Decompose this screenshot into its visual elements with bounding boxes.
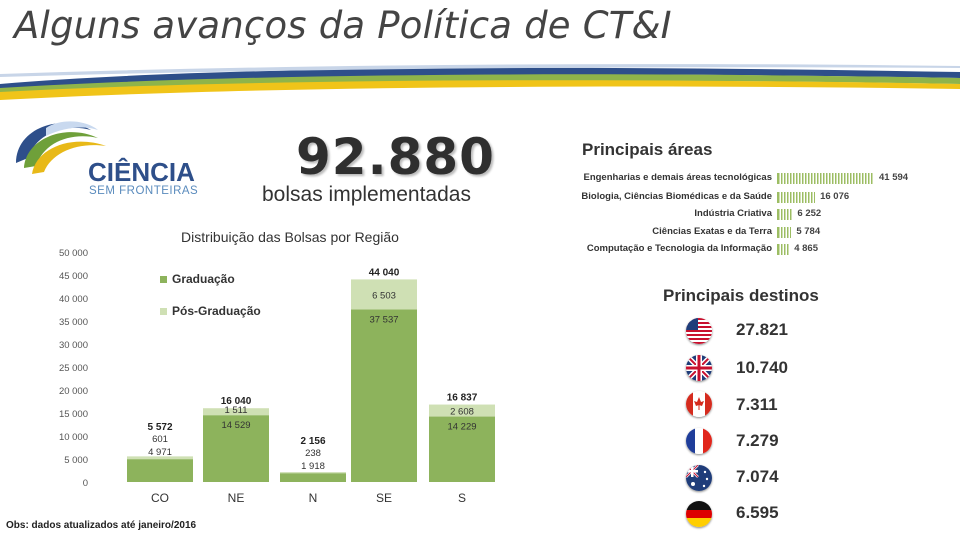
label-total: 16 837	[447, 393, 478, 404]
area-value: 4 865	[794, 243, 818, 254]
chart-title: Distribuição das Bolsas por Região	[181, 229, 399, 245]
destination-value: 27.821	[736, 320, 788, 339]
germany-flag-icon	[686, 501, 712, 527]
destination-value: 7.279	[736, 431, 779, 450]
canada-flag-icon	[686, 391, 712, 417]
france-flag-icon	[686, 428, 712, 454]
area-bar	[777, 192, 816, 203]
y-tick-label: 45 000	[59, 271, 88, 282]
legend-swatch-graduacao	[160, 276, 167, 283]
area-value: 41 594	[879, 172, 909, 183]
label-pos-graduacao: 2 608	[450, 407, 474, 418]
area-value: 5 784	[796, 226, 821, 237]
area-bar	[777, 227, 792, 238]
area-value: 6 252	[797, 208, 822, 219]
logo-subname: SEM FRONTEIRAS	[89, 185, 198, 197]
uk-flag-icon	[686, 355, 712, 381]
area-label: Biologia, Ciências Biomédicas e da Saúde	[581, 191, 772, 202]
y-tick-label: 50 000	[59, 248, 88, 259]
bar-pos-graduacao	[203, 408, 269, 416]
destinations-title: Principais destinos	[663, 286, 819, 305]
label-total: 16 040	[221, 396, 252, 407]
ciencia-sem-fronteiras-logo: CIÊNCIA SEM FRONTEIRAS	[16, 121, 198, 197]
bar-pos-graduacao	[351, 279, 417, 310]
destination-value: 7.074	[736, 467, 779, 486]
y-tick-label: 30 000	[59, 340, 88, 351]
areas-title: Principais áreas	[582, 140, 713, 159]
label-pos-graduacao: 238	[305, 448, 321, 459]
destination-value: 6.595	[736, 503, 779, 522]
y-tick-label: 35 000	[59, 317, 88, 328]
area-bar	[777, 209, 793, 220]
area-label: Engenharias e demais áreas tecnológicas	[583, 172, 772, 183]
category-label: N	[309, 491, 318, 505]
bar-pos-graduacao	[429, 404, 495, 417]
legend-swatch-pos-graduacao	[160, 308, 167, 315]
category-label: NE	[228, 491, 245, 505]
y-tick-label: 0	[83, 478, 88, 489]
area-label: Ciências Exatas e da Terra	[652, 226, 772, 237]
y-tick-label: 40 000	[59, 294, 88, 305]
destination-value: 7.311	[736, 395, 778, 414]
label-total: 5 572	[147, 422, 172, 433]
area-label: Computação e Tecnologia da Informação	[586, 243, 772, 254]
y-tick-label: 25 000	[59, 363, 88, 374]
label-total: 2 156	[300, 436, 325, 447]
y-tick-label: 20 000	[59, 386, 88, 397]
bar-pos-graduacao	[280, 472, 346, 474]
decorative-stripes	[0, 64, 960, 100]
headline-text: bolsas implementadas	[262, 183, 471, 206]
headline-number: 92.880	[296, 128, 495, 186]
legend-pos-graduacao: Pós-Graduação	[172, 304, 261, 318]
label-pos-graduacao: 6 503	[372, 290, 396, 301]
bar-graduacao	[203, 415, 269, 482]
label-graduacao: 14 529	[221, 420, 250, 431]
australia-flag-icon	[686, 465, 712, 491]
category-label: S	[458, 491, 466, 505]
area-value: 16 076	[820, 191, 850, 202]
label-total: 44 040	[369, 267, 400, 278]
label-graduacao: 1 918	[301, 461, 325, 472]
bar-graduacao	[127, 459, 193, 482]
slide-title: Alguns avanços da Política de CT&I	[14, 4, 672, 47]
logo-name: CIÊNCIA	[88, 157, 195, 187]
label-graduacao: 14 229	[447, 422, 476, 433]
area-bar	[777, 244, 790, 255]
usa-flag-icon	[686, 318, 712, 344]
label-graduacao: 37 537	[369, 314, 398, 325]
bar-graduacao	[280, 473, 346, 482]
footnote: Obs: dados atualizados até janeiro/2016	[6, 520, 197, 531]
label-pos-graduacao: 601	[152, 434, 168, 445]
destination-value: 10.740	[736, 358, 788, 377]
y-tick-label: 15 000	[59, 409, 88, 420]
label-pos-graduacao: 1 511	[224, 405, 247, 416]
bar-graduacao	[351, 309, 417, 482]
y-tick-label: 5 000	[64, 455, 88, 466]
area-bar	[777, 173, 874, 184]
area-label: Indústria Criativa	[694, 208, 772, 219]
category-label: SE	[376, 491, 392, 505]
region-chart: Distribuição das Bolsas por Região 0 5 000…	[59, 229, 495, 505]
y-tick-label: 10 000	[59, 432, 88, 443]
legend-graduacao: Graduação	[172, 272, 235, 286]
label-graduacao: 4 971	[148, 447, 172, 458]
bar-graduacao	[429, 416, 495, 482]
category-label: CO	[151, 491, 169, 505]
bar-pos-graduacao	[127, 456, 193, 460]
